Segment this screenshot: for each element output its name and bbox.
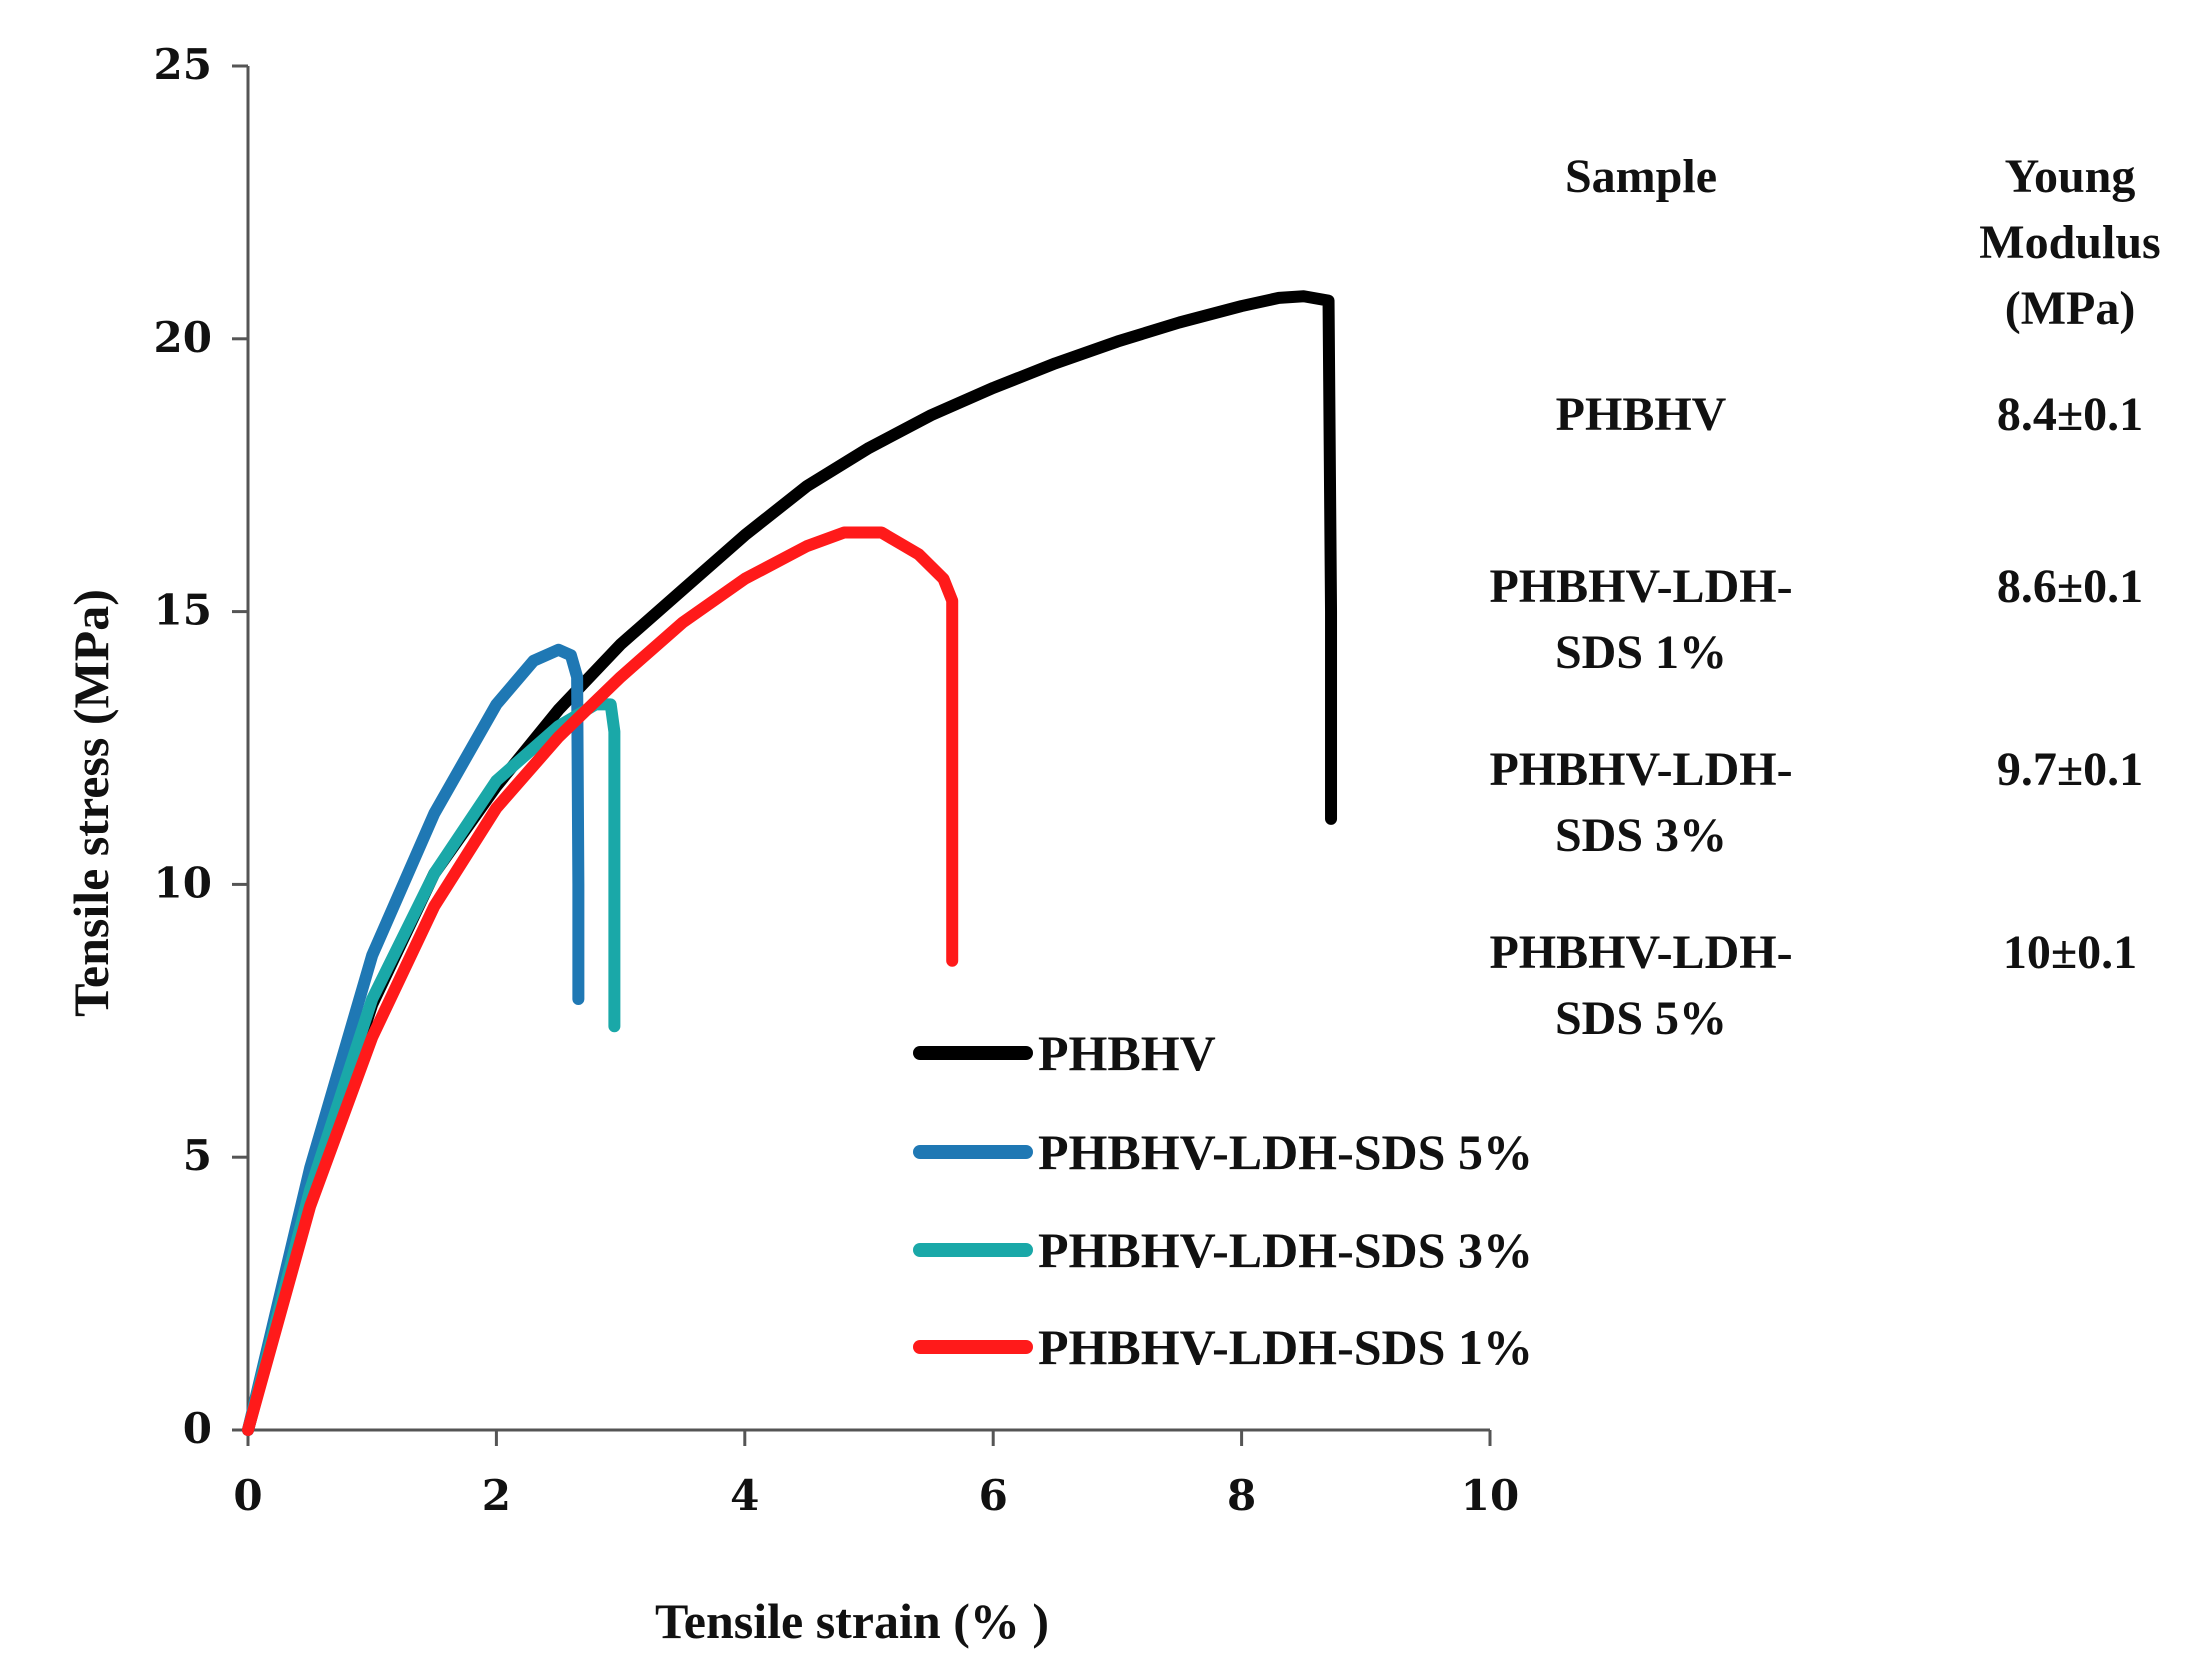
series-line-phbhv-ldh-sds-3-: [242, 698, 621, 1436]
table-sample-name: PHBHV-LDH- SDS 3%: [1489, 743, 1792, 862]
y-tick-label: 15: [154, 586, 212, 635]
table-header-sample: Sample: [1565, 150, 1717, 203]
axes: 0 5 10 15 20 25 0 2 4 6 8 10: [154, 40, 1520, 1520]
legend: PHBHV PHBHV-LDH-SDS 5% PHBHV-LDH-SDS 3% PHB…: [913, 1025, 1533, 1375]
young-modulus-table: Sample Young Modulus (MPa) PHBHV 8.4±0.1 PHBHV…: [1489, 150, 2160, 1045]
x-tick-label: 10: [1461, 1471, 1519, 1520]
table-header-line: Modulus: [1979, 216, 2160, 269]
y-tick-label: 20: [154, 313, 212, 362]
table-sample-name: PHBHV: [1556, 388, 1727, 441]
x-tick-label: 6: [979, 1471, 1008, 1520]
table-sample-line: PHBHV-LDH-: [1489, 926, 1792, 979]
series-group: [242, 290, 1338, 1436]
y-tick-label: 5: [183, 1131, 212, 1180]
table-modulus-value: 8.6±0.1: [1997, 560, 2143, 613]
legend-label: PHBHV-LDH-SDS 5%: [1038, 1124, 1533, 1180]
table-modulus-value: 9.7±0.1: [1997, 743, 2143, 796]
x-tick-label: 2: [482, 1471, 511, 1520]
x-tick-label: 4: [730, 1471, 759, 1520]
table-header-modulus: Young Modulus (MPa): [1979, 150, 2160, 335]
y-axis-title: Tensile stress (MPa): [63, 589, 119, 1017]
table-header-line: Young: [2005, 150, 2136, 203]
y-tick-label: 25: [154, 40, 212, 89]
table-sample-line: SDS 3%: [1555, 809, 1727, 862]
legend-label: PHBHV-LDH-SDS 1%: [1038, 1319, 1533, 1375]
table-modulus-value: 10±0.1: [2003, 926, 2137, 979]
legend-label: PHBHV: [1038, 1025, 1216, 1081]
table-sample-line: SDS 1%: [1555, 626, 1727, 679]
series-line-phbhv-ldh-sds-5-: [242, 643, 585, 1436]
table-modulus-value: 8.4±0.1: [1997, 388, 2143, 441]
table-sample-line: SDS 5%: [1555, 992, 1727, 1045]
table-sample-name: PHBHV-LDH- SDS 1%: [1489, 560, 1792, 679]
table-sample-name: PHBHV-LDH- SDS 5%: [1489, 926, 1792, 1045]
x-axis-title: Tensile strain (% ): [655, 1593, 1049, 1649]
y-tick-label: 10: [154, 858, 212, 907]
y-tick-label: 0: [183, 1404, 212, 1453]
x-tick-label: 8: [1227, 1471, 1256, 1520]
x-tick-label: 0: [233, 1471, 262, 1520]
series-line-phbhv-ldh-sds-1-: [242, 526, 959, 1436]
table-sample-line: PHBHV-LDH-: [1489, 743, 1792, 796]
legend-label: PHBHV-LDH-SDS 3%: [1038, 1222, 1533, 1278]
table-header-line: (MPa): [2005, 282, 2136, 335]
table-sample-line: PHBHV-LDH-: [1489, 560, 1792, 613]
